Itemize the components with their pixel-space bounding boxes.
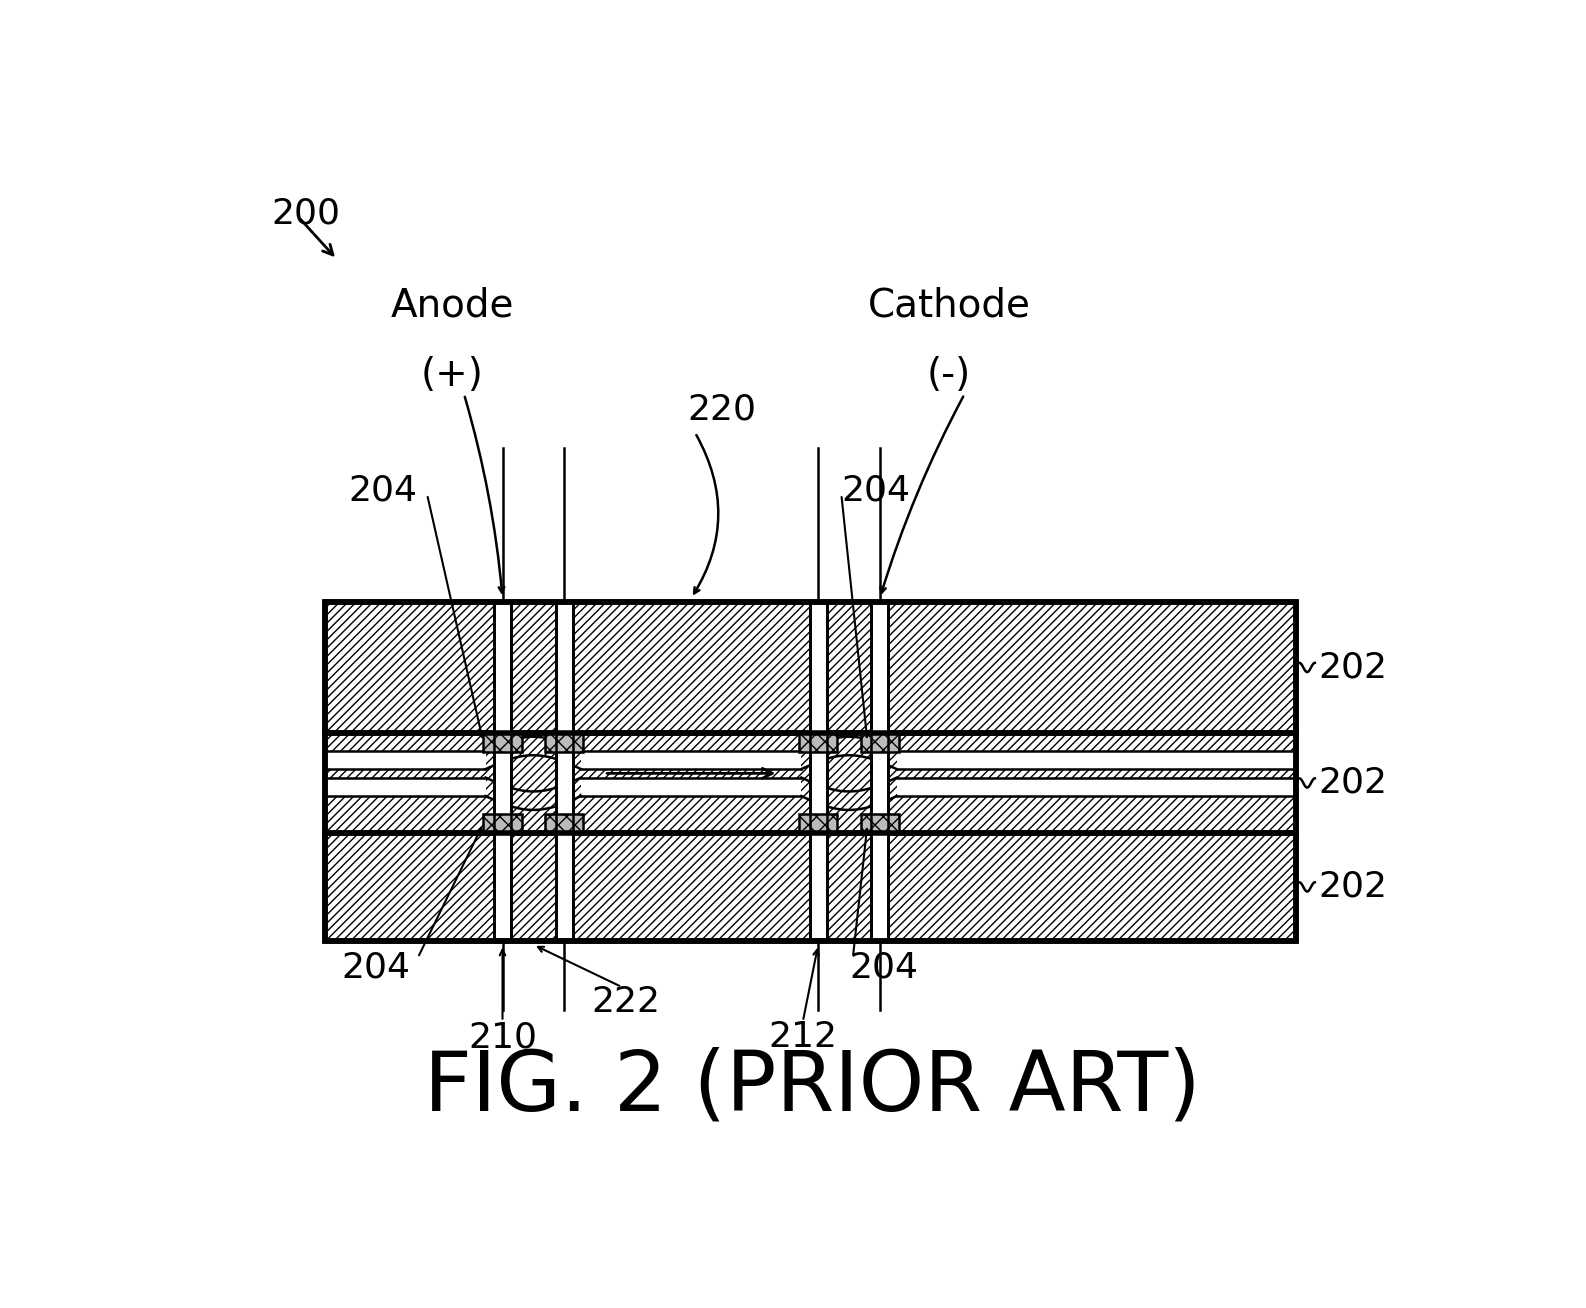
Bar <box>484 814 522 833</box>
Bar <box>325 732 1296 833</box>
Bar <box>580 777 801 797</box>
Text: 204: 204 <box>841 473 910 508</box>
Bar <box>495 602 511 940</box>
Bar <box>484 732 522 752</box>
Text: Cathode: Cathode <box>868 286 1031 324</box>
Bar <box>495 602 511 940</box>
Text: 204: 204 <box>349 473 417 508</box>
Bar <box>325 777 485 797</box>
Text: 220: 220 <box>687 392 757 426</box>
Bar <box>896 751 1296 769</box>
Text: 210: 210 <box>468 1020 538 1054</box>
Bar <box>546 732 584 752</box>
Bar <box>555 602 573 940</box>
Bar <box>325 602 1296 940</box>
Bar <box>871 602 888 940</box>
Bar <box>861 814 899 833</box>
Text: 204: 204 <box>849 951 918 985</box>
Text: 202: 202 <box>1318 870 1388 904</box>
Bar <box>325 751 485 769</box>
Text: 202: 202 <box>1318 650 1388 684</box>
Text: (-): (-) <box>926 356 971 394</box>
Bar <box>799 732 837 752</box>
Bar <box>325 833 1296 940</box>
Bar <box>580 751 801 769</box>
Bar <box>871 602 888 940</box>
Bar <box>896 777 1296 797</box>
Text: 222: 222 <box>592 985 660 1019</box>
Bar <box>546 814 584 833</box>
Text: 204: 204 <box>341 951 411 985</box>
Bar <box>810 602 826 940</box>
Text: (+): (+) <box>420 356 484 394</box>
Bar <box>799 814 837 833</box>
Text: FIG. 2 (PRIOR ART): FIG. 2 (PRIOR ART) <box>425 1046 1201 1127</box>
Bar <box>861 732 899 752</box>
Text: Anode: Anode <box>390 286 514 324</box>
Text: 212: 212 <box>768 1020 837 1054</box>
Text: 202: 202 <box>1318 766 1388 800</box>
Bar <box>325 602 1296 940</box>
Bar <box>555 602 573 940</box>
Bar <box>810 602 826 940</box>
Bar <box>325 602 1296 732</box>
Text: 200: 200 <box>271 196 341 230</box>
